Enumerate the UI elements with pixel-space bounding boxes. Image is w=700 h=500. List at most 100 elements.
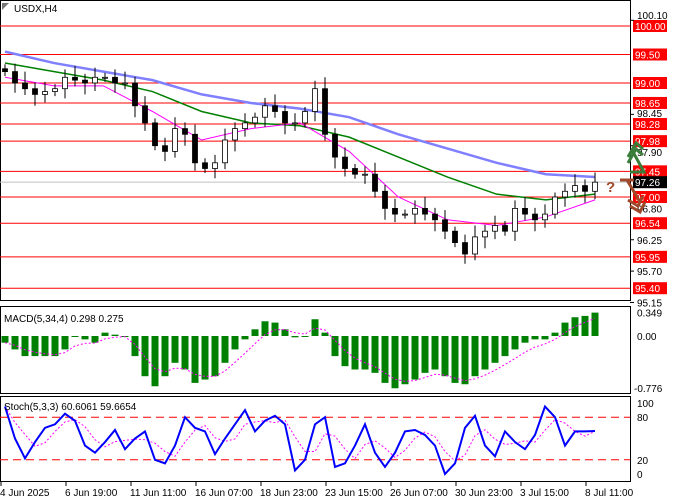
macd-bar — [521, 336, 529, 343]
macd-tick-label: 0.00 — [637, 332, 657, 343]
candle — [382, 190, 388, 209]
candle — [82, 79, 88, 84]
macd-bar — [591, 312, 599, 336]
candle — [512, 207, 518, 232]
stochastic-lines: 100 80 20 0 — [0, 399, 654, 481]
candle — [152, 122, 158, 147]
macd-bar — [481, 336, 489, 370]
candle — [242, 122, 248, 130]
macd-bar — [541, 336, 549, 340]
macd-bar — [101, 332, 109, 336]
macd-bar — [551, 332, 559, 336]
macd-histogram: 0.349 0.00 -0.776 — [1, 309, 663, 395]
level-lines — [0, 25, 630, 289]
macd-bar — [581, 315, 589, 336]
candle — [112, 76, 118, 84]
macd-bar — [271, 322, 279, 336]
macd-bar — [191, 336, 199, 383]
candle — [172, 128, 178, 152]
macd-bar — [421, 336, 429, 373]
candle — [282, 111, 288, 124]
stochastic-panel: 100 80 20 0 Stoch(5,3,3) 60.6061 59.6654 — [0, 396, 654, 482]
x-tick-label: 8 Jul 11:00 — [585, 488, 634, 499]
macd-bar — [321, 332, 329, 336]
candle — [102, 76, 108, 79]
candle — [592, 181, 598, 192]
level-label-bg — [633, 20, 667, 32]
level-label-bg — [633, 118, 667, 131]
candle — [42, 91, 48, 95]
candle — [462, 242, 468, 255]
candle — [32, 88, 38, 95]
level-label: 95.95 — [635, 253, 660, 264]
macd-bar — [331, 336, 339, 357]
symbol-label: USDX,H4 — [14, 4, 58, 15]
candle — [222, 139, 228, 164]
macd-bar — [251, 329, 259, 336]
macd-bar — [41, 336, 49, 357]
x-tick-label: 11 Jun 11:00 — [130, 488, 187, 499]
macd-bar — [151, 336, 159, 387]
y-tick-label: 95.70 — [637, 267, 662, 278]
candle — [212, 162, 218, 169]
candle — [182, 128, 188, 135]
collapse-triangle-icon[interactable] — [2, 3, 9, 10]
candle — [502, 225, 508, 232]
macd-bar — [351, 336, 359, 370]
macd-tick-label: 0.349 — [637, 309, 662, 320]
y-tick-label: 100.10 — [637, 11, 668, 22]
question-mark: ? — [606, 179, 615, 196]
stoch-tick-label: 20 — [637, 456, 649, 467]
macd-bar — [61, 336, 69, 350]
ma-slow-line — [4, 50, 596, 179]
level-label: 100.00 — [635, 22, 666, 33]
macd-bar — [431, 336, 439, 370]
candle — [202, 162, 208, 169]
level-label: 95.40 — [635, 284, 660, 295]
candle — [142, 105, 148, 124]
macd-bar — [301, 336, 309, 337]
candle — [272, 105, 278, 112]
candle — [162, 145, 168, 152]
candle — [402, 213, 408, 216]
macd-bar — [71, 336, 79, 337]
macd-bar — [161, 336, 169, 377]
level-label: 97.98 — [635, 137, 660, 148]
macd-tick-label: -0.776 — [634, 384, 663, 395]
macd-bar — [511, 336, 519, 350]
macd-bar — [311, 319, 319, 336]
candle — [292, 122, 298, 125]
macd-bar — [401, 336, 409, 385]
candle — [122, 82, 128, 85]
level-label: 99.50 — [635, 51, 660, 62]
candles — [2, 63, 598, 264]
candle — [322, 88, 328, 135]
macd-label: MACD(5,34,4) 0.298 0.275 — [4, 314, 124, 325]
candle — [2, 68, 8, 72]
level-label: 96.54 — [635, 219, 660, 230]
x-tick-label: 6 Jun 19:00 — [65, 488, 118, 499]
candle — [442, 219, 448, 232]
macd-bar — [201, 336, 209, 380]
y-tick-label: 96.25 — [637, 236, 662, 247]
stoch-signal-line — [4, 406, 596, 462]
macd-bar — [261, 321, 269, 336]
candle — [522, 207, 528, 215]
candle — [72, 76, 78, 81]
macd-bar — [21, 336, 29, 357]
arrow-down-icon — [620, 178, 647, 215]
candle — [232, 128, 238, 141]
stoch-main-line — [4, 404, 596, 476]
candle — [422, 207, 428, 215]
macd-bar — [111, 334, 119, 336]
level-label-bg — [633, 96, 667, 109]
level-label: 97.45 — [635, 167, 660, 178]
macd-bar — [211, 336, 219, 377]
macd-bar — [241, 336, 249, 340]
candle — [482, 230, 488, 238]
level-label: 98.28 — [635, 120, 660, 131]
time-axis: 4 Jun 2025 6 Jun 19:00 11 Jun 11:00 16 Jun … — [0, 482, 634, 499]
macd-bar — [51, 336, 59, 357]
current-price-bg — [633, 176, 667, 189]
